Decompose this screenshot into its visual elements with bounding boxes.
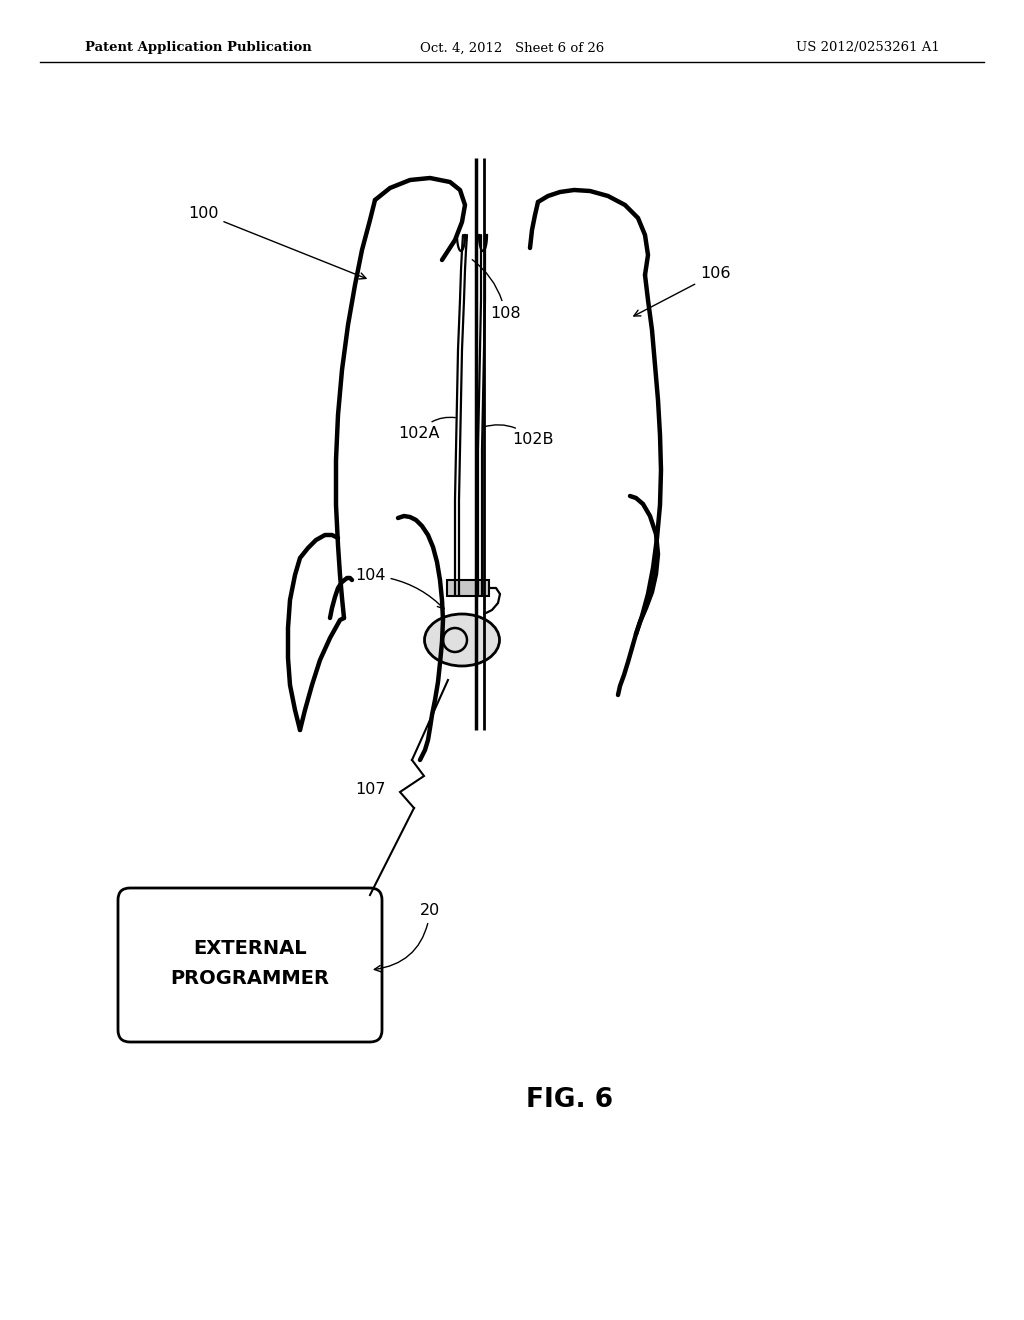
Bar (447, 579, 489, 597)
Text: 102A: 102A (398, 417, 456, 441)
Text: EXTERNAL: EXTERNAL (194, 939, 307, 957)
Ellipse shape (425, 614, 500, 667)
Text: 102B: 102B (482, 425, 554, 447)
Text: Oct. 4, 2012   Sheet 6 of 26: Oct. 4, 2012 Sheet 6 of 26 (420, 41, 604, 54)
Text: PROGRAMMER: PROGRAMMER (171, 969, 330, 987)
Text: 100: 100 (188, 206, 366, 279)
Text: 108: 108 (472, 260, 520, 321)
FancyBboxPatch shape (118, 888, 382, 1041)
Text: Patent Application Publication: Patent Application Publication (85, 41, 311, 54)
Text: FIG. 6: FIG. 6 (526, 1086, 613, 1113)
Text: 106: 106 (634, 267, 730, 315)
Text: 104: 104 (355, 568, 444, 609)
Text: 20: 20 (375, 903, 440, 972)
Text: US 2012/0253261 A1: US 2012/0253261 A1 (797, 41, 940, 54)
Text: 107: 107 (355, 783, 385, 797)
